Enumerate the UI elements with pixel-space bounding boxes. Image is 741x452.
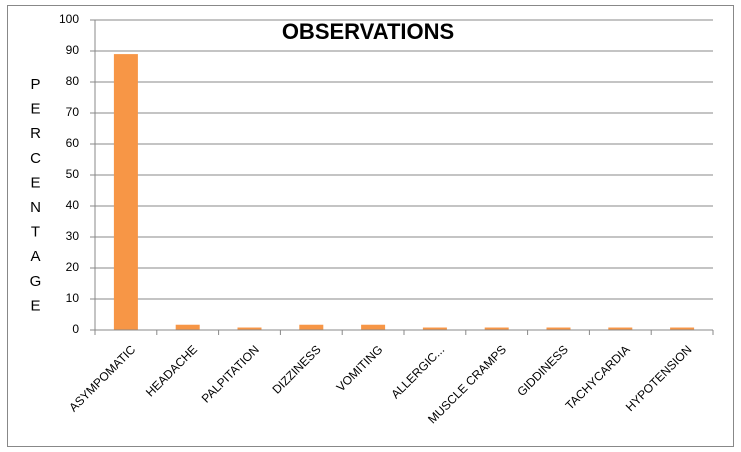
y-tick-label: 40 xyxy=(66,198,80,212)
y-tick-label: 20 xyxy=(66,260,80,274)
y-tick-label: 60 xyxy=(66,136,80,150)
bar xyxy=(670,327,695,330)
bar xyxy=(299,324,324,330)
chart-title: OBSERVATIONS xyxy=(282,19,454,44)
y-tick-label: 90 xyxy=(66,43,80,57)
bar xyxy=(113,54,138,330)
bar xyxy=(608,327,633,330)
bar xyxy=(546,327,571,330)
y-tick-label: 50 xyxy=(66,167,80,181)
bar xyxy=(422,327,447,330)
y-tick-label: 100 xyxy=(59,12,79,26)
y-tick-label: 30 xyxy=(66,229,80,243)
y-axis-label: PERCENTAGE xyxy=(27,76,44,322)
y-tick-label: 10 xyxy=(66,291,80,305)
y-tick-label: 70 xyxy=(66,105,80,119)
y-tick-label: 0 xyxy=(72,322,79,336)
bar xyxy=(175,324,200,330)
y-tick-label: 80 xyxy=(66,74,80,88)
bar xyxy=(361,324,386,330)
bar xyxy=(484,327,509,330)
bar xyxy=(237,327,262,330)
